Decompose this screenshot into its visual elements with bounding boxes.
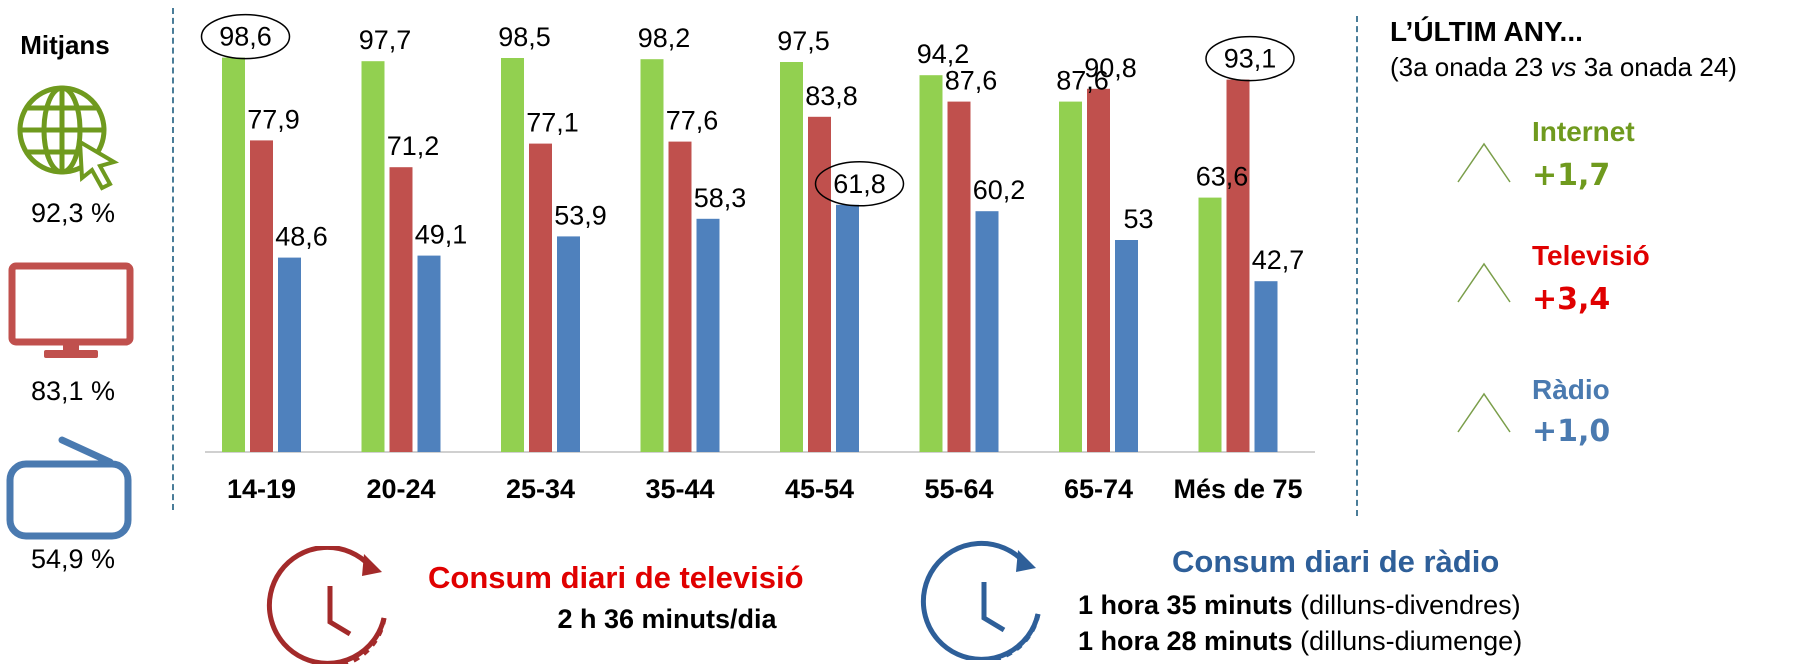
bar-chart: 98,6 77,9 48,6 97,7 71,2 49,1 98,5 77,1 53,9 98,2… bbox=[200, 13, 1315, 504]
data-label-tv: 93,1 bbox=[1224, 44, 1277, 74]
data-label-radio: 58,3 bbox=[694, 183, 747, 213]
bar-radio-14-19 bbox=[278, 257, 301, 452]
data-label-radio: 53,9 bbox=[554, 200, 607, 230]
left-separator bbox=[172, 8, 174, 510]
radio-consumption-weekdays: 1 hora 35 minuts (dilluns-divendres) bbox=[1078, 590, 1521, 620]
globe-cursor-icon bbox=[17, 85, 120, 191]
category-label: 35-44 bbox=[645, 474, 714, 504]
bar-internet-45-54 bbox=[780, 62, 803, 452]
data-label-tv: 87,6 bbox=[945, 66, 998, 96]
bar-internet-14-19 bbox=[222, 57, 245, 452]
highlight-ellipse bbox=[200, 13, 291, 60]
tv-monitor-icon bbox=[8, 262, 134, 358]
tv-change-value: +3,4 bbox=[1532, 282, 1611, 317]
data-label-radio: 61,8 bbox=[833, 169, 886, 199]
radio-icon bbox=[6, 436, 132, 540]
media-title: Mitjans bbox=[20, 30, 110, 60]
bar-internet-25-34 bbox=[501, 58, 524, 452]
bar-internet-65-74 bbox=[1059, 101, 1082, 452]
category-label: 45-54 bbox=[785, 474, 854, 504]
last-year-title: L’ÚLTIM ANY... bbox=[1390, 16, 1583, 47]
bar-tv-65-74 bbox=[1087, 88, 1110, 453]
category-label: 65-74 bbox=[1064, 474, 1133, 504]
data-label-internet: 97,5 bbox=[777, 26, 830, 56]
radio-consumption-week: 1 hora 28 minuts (dilluns-diumenge) bbox=[1078, 626, 1523, 656]
bar-internet-més-de-75 bbox=[1198, 197, 1222, 452]
tv-daily-consumption-value: 2 h 36 minuts/dia bbox=[557, 604, 777, 634]
data-label-tv: 77,1 bbox=[526, 108, 579, 138]
bar-radio-55-64 bbox=[975, 211, 999, 452]
data-label-tv: 77,9 bbox=[247, 104, 300, 134]
bar-radio-més-de-75 bbox=[1254, 281, 1278, 452]
category-label: 14-19 bbox=[227, 474, 296, 504]
clock-icon bbox=[920, 540, 1041, 660]
tv-daily-consumption-title: Consum diari de televisió bbox=[428, 560, 804, 595]
bar-radio-25-34 bbox=[557, 236, 580, 452]
category-label: 25-34 bbox=[506, 474, 575, 504]
data-label-radio: 60,2 bbox=[973, 175, 1026, 205]
category-label: 55-64 bbox=[924, 474, 993, 504]
bar-tv-45-54 bbox=[808, 116, 831, 453]
data-label-internet: 98,2 bbox=[638, 23, 691, 53]
data-label-radio: 42,7 bbox=[1252, 245, 1305, 275]
radio-percentage: 54,9 % bbox=[30, 544, 116, 574]
clock-icon bbox=[266, 546, 387, 664]
bar-internet-55-64 bbox=[919, 75, 943, 452]
internet-change-label: Internet bbox=[1532, 116, 1635, 147]
data-label-internet: 87,6 bbox=[1056, 66, 1109, 96]
bar-tv-14-19 bbox=[250, 140, 273, 452]
data-label-tv: 83,8 bbox=[805, 81, 858, 111]
bar-radio-65-74 bbox=[1115, 240, 1138, 452]
data-label-tv: 90,8 bbox=[1084, 53, 1137, 83]
internet-percentage: 92,3 % bbox=[30, 198, 116, 228]
data-label-tv: 71,2 bbox=[387, 131, 440, 161]
radio-change-label: Ràdio bbox=[1532, 374, 1610, 405]
category-label: 20-24 bbox=[366, 474, 435, 504]
tv-percentage: 83,1 % bbox=[30, 376, 116, 406]
internet-change-value: +1,7 bbox=[1532, 158, 1611, 193]
last-year-subtitle: (3a onada 23 vs 3a onada 24) bbox=[1390, 52, 1737, 82]
bar-radio-35-44 bbox=[696, 218, 720, 452]
bar-tv-20-24 bbox=[389, 167, 413, 452]
data-label-internet: 94,2 bbox=[917, 39, 970, 69]
data-label-radio: 53 bbox=[1123, 204, 1153, 234]
bar-tv-més-de-75 bbox=[1226, 79, 1250, 452]
category-label: Més de 75 bbox=[1173, 474, 1302, 504]
tv-change-label: Televisió bbox=[1532, 240, 1650, 271]
bar-radio-45-54 bbox=[836, 204, 859, 452]
radio-daily-consumption-title: Consum diari de ràdio bbox=[1172, 544, 1500, 579]
bar-internet-20-24 bbox=[361, 61, 385, 452]
highlight-ellipse bbox=[814, 161, 905, 207]
data-label-internet: 98,6 bbox=[219, 22, 272, 52]
up-triangle-icon bbox=[1457, 142, 1511, 183]
radio-change-value: +1,0 bbox=[1532, 414, 1611, 449]
data-label-internet: 98,5 bbox=[498, 22, 551, 52]
data-label-internet: 63,6 bbox=[1196, 162, 1249, 192]
bar-internet-35-44 bbox=[640, 59, 664, 452]
bar-tv-55-64 bbox=[947, 101, 971, 452]
data-label-radio: 48,6 bbox=[275, 222, 328, 252]
highlight-ellipse bbox=[1205, 35, 1295, 82]
bar-tv-25-34 bbox=[529, 143, 552, 452]
data-label-internet: 97,7 bbox=[359, 25, 412, 55]
data-label-tv: 77,6 bbox=[666, 106, 719, 136]
data-label-radio: 49,1 bbox=[415, 220, 468, 250]
bar-tv-35-44 bbox=[668, 141, 692, 452]
up-triangle-icon bbox=[1457, 262, 1511, 303]
right-separator bbox=[1356, 16, 1358, 516]
up-triangle-icon bbox=[1457, 392, 1511, 433]
bar-radio-20-24 bbox=[417, 255, 441, 452]
